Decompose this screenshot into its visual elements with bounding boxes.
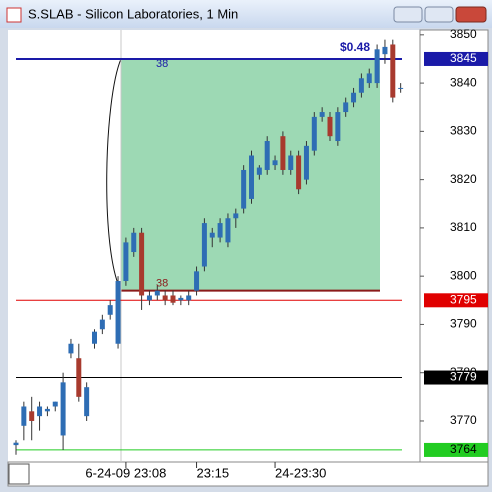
candle-body — [170, 295, 176, 303]
candle-body — [84, 387, 90, 417]
y-tick-label: 3830 — [450, 124, 477, 138]
candle-body — [186, 295, 192, 301]
candle-body — [351, 92, 357, 103]
range-top-label: 38 — [156, 58, 168, 70]
candle-body — [335, 112, 341, 142]
level-label: 3845 — [450, 51, 477, 65]
candle-body — [288, 155, 294, 170]
candle-body — [99, 319, 105, 330]
x-tick-label: 6-24-09 23:08 — [85, 465, 166, 480]
candle-body — [249, 155, 254, 199]
y-tick-label: 3800 — [450, 268, 477, 282]
candle-body — [107, 305, 113, 315]
candle-body — [162, 295, 168, 301]
app-icon — [6, 7, 22, 23]
y-tick-label: 3790 — [450, 317, 477, 331]
candle-body — [201, 223, 207, 267]
candle-body — [296, 155, 302, 190]
candle-body — [319, 112, 325, 117]
candle-body — [311, 116, 317, 151]
candle-body — [217, 223, 223, 238]
level-label: 3764 — [450, 442, 477, 456]
candle-body — [272, 160, 278, 166]
x-tick-label: 23:15 — [197, 465, 230, 480]
candle-body — [209, 232, 215, 238]
candle-body — [374, 49, 380, 84]
scroll-box[interactable] — [8, 463, 30, 485]
time-axis — [7, 461, 489, 487]
y-tick-label: 3770 — [450, 413, 477, 427]
candle-body — [280, 136, 286, 170]
candle-body — [139, 232, 145, 296]
candle-body — [21, 406, 27, 426]
candle-body — [366, 73, 372, 84]
candle-body — [44, 408, 50, 412]
candle-body — [225, 218, 231, 243]
candle-body — [264, 141, 270, 170]
level-label: 3795 — [450, 292, 477, 306]
candle-body — [398, 87, 404, 89]
candle-body — [37, 406, 43, 417]
range-bottom-label: 38 — [156, 278, 168, 290]
candle-body — [76, 358, 82, 397]
range-change-label: $0.48 — [340, 40, 370, 54]
level-tag — [424, 51, 488, 66]
candle-body — [123, 242, 129, 281]
candle-body — [13, 442, 19, 446]
candle-body — [194, 271, 200, 291]
candle-body — [178, 297, 184, 301]
y-tick-label: 3840 — [450, 75, 477, 89]
level-tag — [424, 370, 488, 385]
candle-body — [146, 295, 152, 301]
candle-body — [303, 145, 309, 180]
candle-body — [68, 343, 74, 354]
candle-body — [241, 169, 247, 209]
minimize-button[interactable] — [393, 6, 423, 23]
close-button[interactable] — [455, 6, 487, 23]
candle-body — [92, 331, 97, 344]
y-tick-label: 3810 — [450, 220, 477, 234]
candle-body — [60, 382, 66, 436]
level-tag — [424, 442, 488, 457]
candle-body — [115, 280, 121, 344]
range-bracket — [106, 58, 122, 291]
candle-body — [343, 102, 349, 113]
candle-body — [131, 232, 137, 253]
candle-body — [52, 401, 58, 407]
maximize-button[interactable] — [424, 6, 454, 23]
level-label: 3779 — [450, 370, 477, 384]
candle-body — [256, 167, 262, 175]
candle-body — [29, 411, 35, 421]
x-tick-label: 24-23:30 — [275, 465, 326, 480]
y-tick-label: 3850 — [450, 27, 477, 41]
y-tick-label: 3820 — [450, 172, 477, 186]
price-axis — [419, 29, 489, 463]
level-tag — [424, 293, 488, 308]
candle-body — [382, 46, 388, 55]
candle-body — [233, 213, 239, 219]
candle-body — [154, 290, 160, 296]
candle-body — [358, 78, 364, 93]
window-title: S.SLAB - Silicon Laboratories, 1 Min — [28, 6, 238, 21]
candle-body — [390, 44, 396, 98]
candle-body — [327, 116, 333, 137]
